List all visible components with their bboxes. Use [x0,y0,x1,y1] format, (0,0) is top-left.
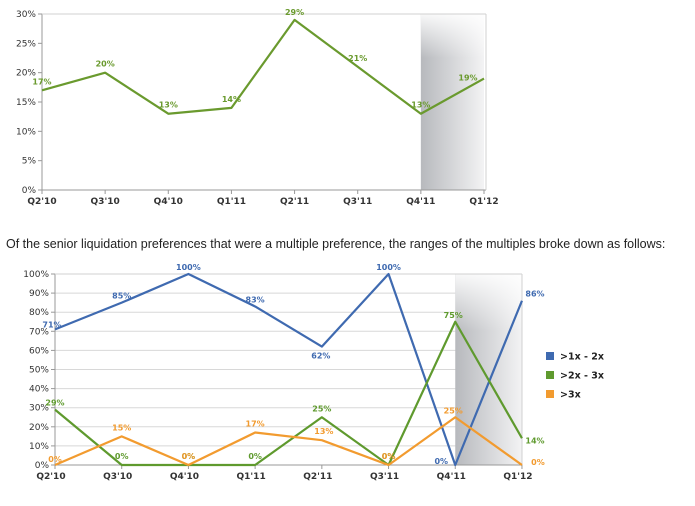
y-tick-label: 70% [29,327,49,337]
y-tick-label: 15% [16,98,36,108]
x-tick-label: Q3'11 [370,472,399,482]
data-label: 13% [159,101,178,110]
data-label: 86% [525,290,544,299]
data-label: 25% [444,406,463,415]
data-label: 13% [411,101,430,110]
legend-label: >3x [560,390,581,401]
y-tick-label: 25% [16,39,36,49]
y-tick-label: 0% [22,186,37,196]
x-tick-label: Q4'11 [406,197,435,207]
y-tick-label: 30% [16,10,36,20]
y-tick-label: 60% [29,346,49,356]
y-tick-label: 90% [29,289,49,299]
x-tick-label: Q3'10 [103,472,132,482]
x-tick-label: Q3'10 [91,197,120,207]
data-label: 25% [312,404,331,413]
x-tick-label: Q1'11 [217,197,246,207]
x-tick-label: Q1'11 [237,472,266,482]
x-tick-label: Q4'10 [170,472,199,482]
y-tick-label: 10% [29,442,49,452]
x-tick-label: Q3'11 [343,197,372,207]
y-tick-label: 20% [16,69,36,79]
y-tick-label: 10% [16,127,36,137]
data-label: 0% [382,452,396,461]
data-label: 71% [42,320,61,329]
series-line-1 [41,18,485,115]
chart-2: 0% 10% 20% 30% 40% 50% 60% 70% 80% 90% 100% Q2'10 Q3… [23,263,604,482]
legend-swatch [546,390,554,398]
data-label: 0% [531,458,545,467]
data-label: 29% [45,399,64,408]
data-label: 13% [314,427,333,436]
data-label: 62% [311,352,330,361]
data-label: 20% [96,60,115,69]
y-tick-label: 20% [29,423,49,433]
x-tick-label: Q4'10 [154,197,183,207]
y-tick-label: 30% [29,404,49,414]
data-label: 0% [48,455,62,464]
data-label: 17% [246,420,265,429]
data-label: 14% [525,436,544,445]
y-tick-label: 80% [29,308,49,318]
series-line-3x [54,416,523,467]
data-label: 19% [458,74,477,83]
data-label: 83% [246,295,265,304]
legend-swatch [546,352,554,360]
data-label: 17% [32,77,51,86]
data-label: 0% [434,457,448,466]
legend-label: >2x - 3x [560,371,604,382]
y-tick-label: 50% [29,366,49,376]
y-tick-label: 5% [22,157,37,167]
series-line-2x-3x [54,320,523,467]
x-tick-label: Q1'12 [469,197,498,207]
data-label: 100% [376,263,401,272]
x-tick-label: Q1'12 [503,472,532,482]
series-line-1x-2x [54,272,523,467]
x-tick-label: Q2'10 [36,472,65,482]
y-tick-label: 40% [29,385,49,395]
data-label: 85% [112,292,131,301]
data-label: 0% [182,452,196,461]
x-tick-label: Q4'11 [437,472,466,482]
data-label: 100% [176,263,201,272]
data-label: 0% [182,452,196,461]
x-tick-label: Q2'11 [280,197,309,207]
caption-text: Of the senior liquidation preferences th… [6,237,666,251]
chart-1: 0% 5% 10% 15% 20% 25% 30% Q2'10 Q3'10 Q4'10 Q1'11 Q… [16,8,499,207]
x-tick-label: Q2'11 [303,472,332,482]
x-tick-label: Q2'10 [27,197,56,207]
data-label: 0% [115,452,129,461]
legend-swatch [546,371,554,379]
y-tick-label: 0% [35,461,50,471]
data-label: 0% [248,452,262,461]
data-label: 0% [382,452,396,461]
shaded-period-fade [420,14,485,190]
data-label: 29% [285,8,304,17]
shaded-period-fade [455,274,522,465]
y-tick-label: 100% [23,270,49,280]
data-label: 75% [444,311,463,320]
data-label: 15% [112,423,131,432]
legend-label: >1x - 2x [560,352,604,363]
data-label: 14% [222,95,241,104]
data-label: 21% [348,54,367,63]
